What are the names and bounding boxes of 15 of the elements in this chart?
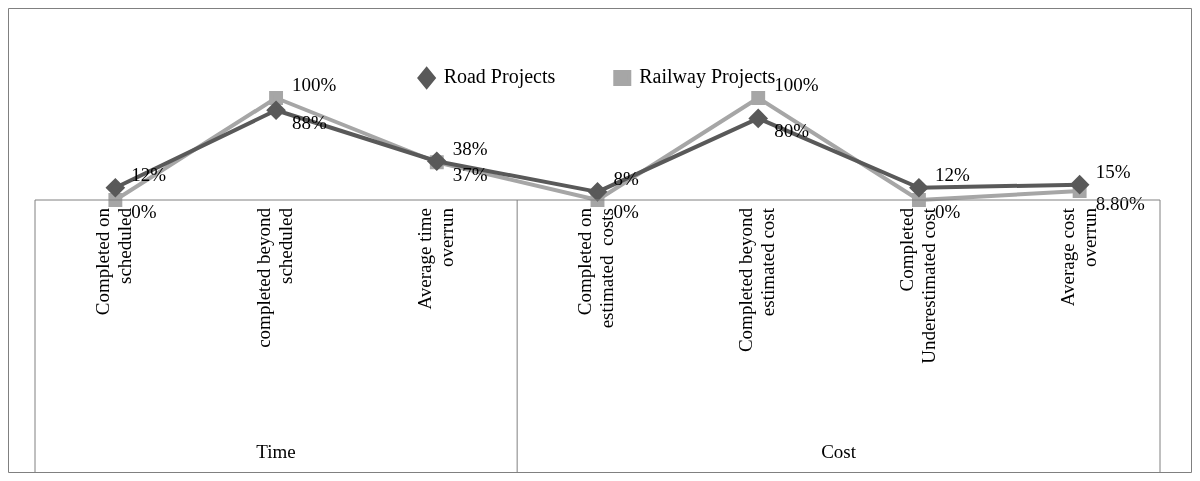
data-label: 15% (1095, 161, 1131, 183)
x-tick-label: Average time overrun (413, 207, 457, 310)
legend-label: Railway Projects (639, 65, 776, 89)
data-label: 8% (613, 168, 639, 190)
x-tick-label: completed beyond scheduled (253, 207, 297, 348)
text: Cost (821, 440, 857, 462)
data-label: 12% (934, 164, 970, 186)
x-tick-label: Completed beyond estimated cost (735, 207, 779, 353)
data-label: 8.80% (1095, 192, 1145, 214)
data-label: 100% (292, 74, 337, 96)
data-label: 37% (452, 163, 488, 185)
legend-label: Road Projects (443, 65, 556, 89)
data-label: 38% (452, 137, 488, 159)
data-label: 100% (774, 74, 819, 96)
text: Time (256, 440, 296, 462)
